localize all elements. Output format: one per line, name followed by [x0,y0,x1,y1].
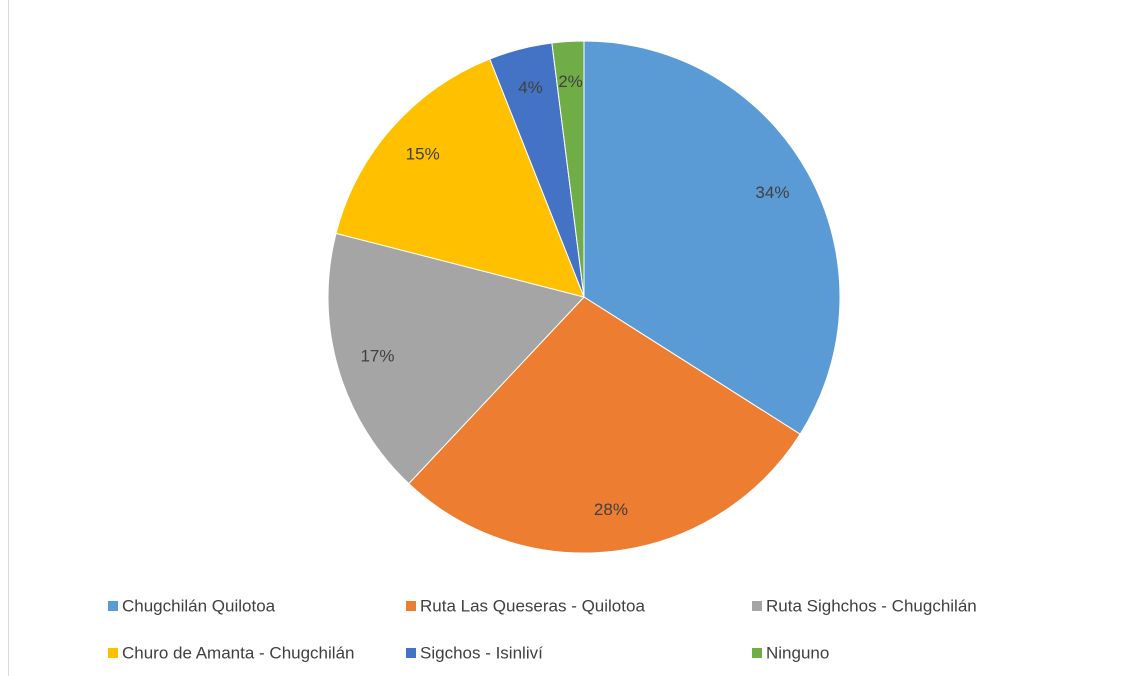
data-label: 28% [594,500,628,519]
pie-slice [327,232,585,485]
data-label: 4% [518,78,543,97]
legend-swatch [752,648,762,658]
pie-slice [408,296,801,554]
pie-slice [335,58,585,298]
pie-slice [551,40,585,298]
legend-label: Ruta Las Queseras - Quilotoa [420,596,645,615]
legend-label: Sigchos - Isinliví [420,643,543,662]
pie-slice [583,40,841,435]
legend-swatch [752,601,762,611]
legend-swatch [406,648,416,658]
legend-swatch [108,648,118,658]
data-label: 15% [406,144,440,163]
legend-label: Ninguno [766,643,829,662]
data-label: 34% [755,183,789,202]
legend-label: Chugchilán Quilotoa [122,596,276,615]
data-label: 2% [558,72,583,91]
data-label: 17% [360,346,394,365]
legend-swatch [108,601,118,611]
legend-label: Ruta Sighchos - Chugchilán [766,596,977,615]
legend-label: Churo de Amanta - Chugchilán [122,643,354,662]
legend-swatch [406,601,416,611]
